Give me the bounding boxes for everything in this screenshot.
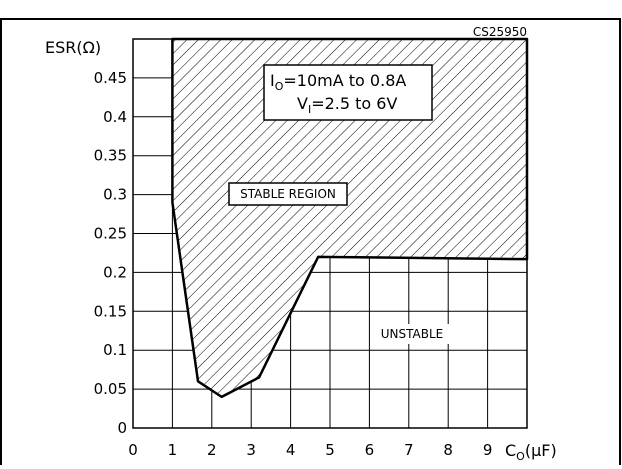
y-tick-label: 0.2 <box>103 263 127 281</box>
stable-label-box <box>228 182 348 206</box>
y-tick-label: 0.3 <box>103 186 127 204</box>
y-tick-label: 0.25 <box>94 225 127 243</box>
x-tick-label: 3 <box>246 441 256 459</box>
stable-region-label: STABLE REGION <box>240 187 336 201</box>
condition-voltage: VI=2.5 to 6V <box>297 94 397 116</box>
plot-border <box>132 38 528 429</box>
x-tick-labels: 0 1 2 3 4 5 6 7 8 9 <box>128 441 492 459</box>
y-tick-label: 0 <box>117 419 127 437</box>
y-tick-label: 0.1 <box>103 341 127 359</box>
y-tick-label: 0.05 <box>94 380 127 398</box>
x-tick-label: 6 <box>365 441 375 459</box>
y-tick-label: 0.35 <box>94 147 127 165</box>
y-tick-label: 0.4 <box>103 108 127 126</box>
y-tick-labels: 0 0.05 0.1 0.15 0.2 0.25 0.3 0.35 0.4 0.45 <box>94 69 127 437</box>
x-tick-label: 9 <box>483 441 493 459</box>
y-tick-label: 0.15 <box>94 302 127 320</box>
figure-id: CS25950 <box>473 25 527 39</box>
unstable-region-label: UNSTABLE <box>381 327 443 341</box>
x-axis-label: CO(μF) <box>505 441 557 463</box>
plot-area-outline <box>132 38 528 429</box>
x-tick-label: 1 <box>168 441 178 459</box>
y-axis-label: ESR(Ω) <box>45 38 101 57</box>
x-tick-label: 7 <box>404 441 414 459</box>
x-tick-label: 8 <box>443 441 453 459</box>
unstable-label-bg <box>371 324 453 344</box>
x-tick-label: 0 <box>128 441 138 459</box>
x-tick-label: 5 <box>325 441 335 459</box>
y-tick-label: 0.45 <box>94 69 127 87</box>
condition-current: IO=10mA to 0.8A <box>270 71 406 93</box>
x-tick-label: 4 <box>286 441 296 459</box>
conditions-box <box>263 64 433 121</box>
x-tick-label: 2 <box>207 441 217 459</box>
